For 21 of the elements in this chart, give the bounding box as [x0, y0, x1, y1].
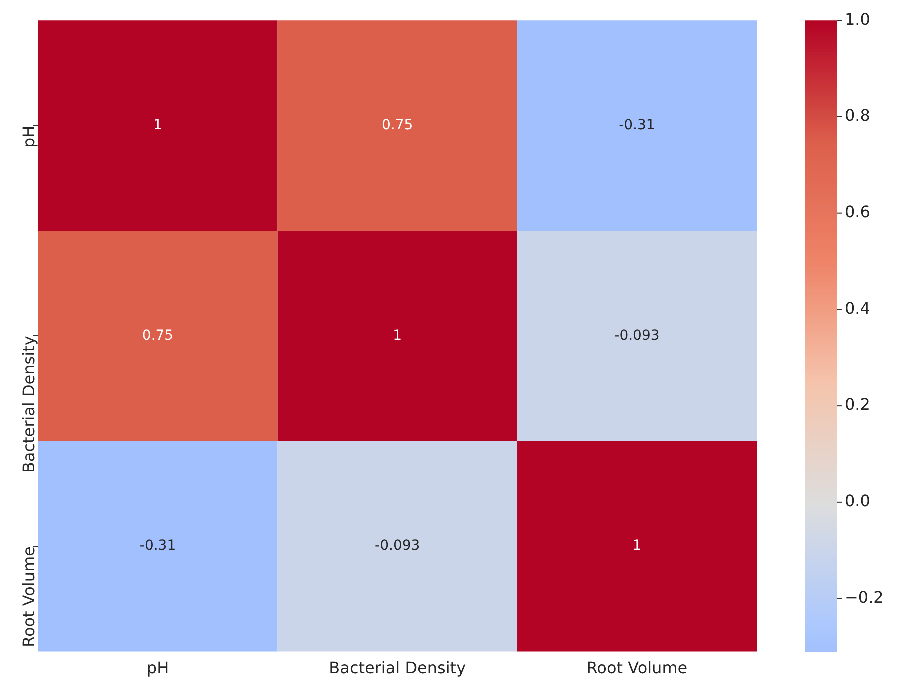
data-label: -0.31: [619, 117, 656, 134]
data-label: 0.75: [382, 117, 414, 134]
x-tick-label: Root Volume: [586, 658, 688, 678]
data-label: 1: [393, 328, 402, 344]
data-label: 1: [632, 538, 642, 554]
x-tick-label: Bacterial Density: [329, 658, 466, 678]
data-label: -0.093: [614, 328, 660, 344]
color-bar-label: 0.2: [845, 395, 870, 414]
color-bar-label: 0.0: [845, 492, 870, 511]
color-bar-label: 1.0: [845, 10, 870, 29]
color-bar-label: −0.2: [845, 588, 884, 607]
x-tick-label: pH: [146, 658, 170, 678]
data-label: 1: [154, 117, 162, 134]
data-label: 0.75: [142, 328, 174, 344]
y-tick-label: pH: [19, 126, 38, 148]
color-bar-label: 0.4: [845, 298, 870, 318]
y-tick-label: Bacterial Density: [19, 336, 38, 474]
color-bar-label: 0.6: [845, 202, 870, 222]
data-label: -0.093: [375, 538, 420, 554]
color-bar-label: 0.8: [845, 106, 870, 126]
data-label: -0.31: [140, 538, 176, 554]
